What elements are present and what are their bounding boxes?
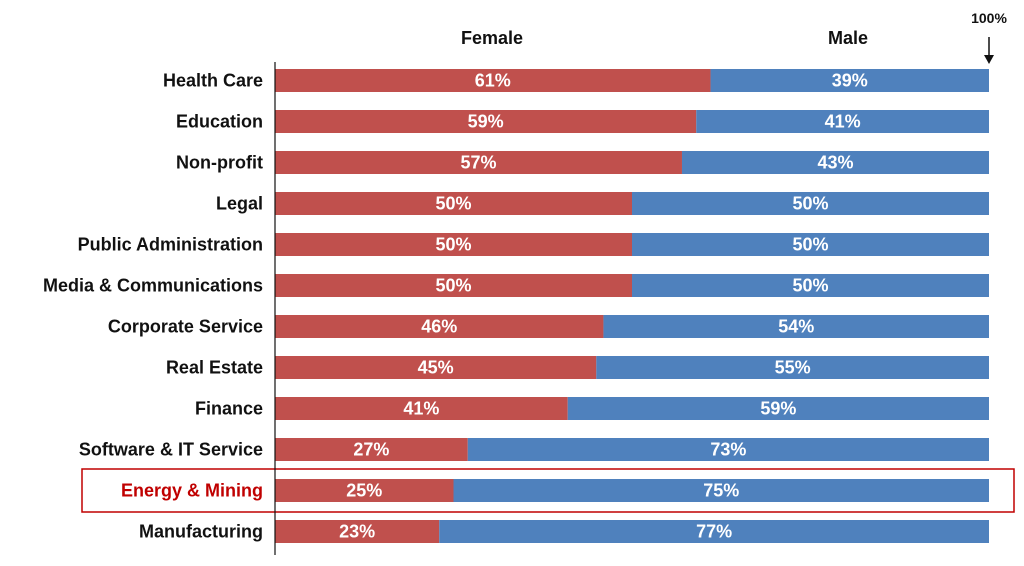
down-arrow-icon xyxy=(984,55,994,64)
data-label-male-health-care: 39% xyxy=(832,71,868,91)
bar-male-finance xyxy=(567,397,989,420)
hundred-percent-label: 100% xyxy=(971,10,1007,26)
bar-female-health-care xyxy=(275,69,711,92)
data-label-female-legal: 50% xyxy=(435,194,471,214)
category-label-health-care: Health Care xyxy=(163,71,263,91)
bar-male-non-profit xyxy=(681,151,989,174)
category-labels-group: Health Care Education Non-profit Legal Publi… xyxy=(43,71,263,542)
category-label-energy-and-mining: Energy & Mining xyxy=(121,481,263,501)
bar-female-non-profit xyxy=(275,151,682,174)
bar-female-finance xyxy=(275,397,568,420)
bar-male-education xyxy=(696,110,989,133)
data-label-male-public-administration: 50% xyxy=(792,235,828,255)
bar-female-manufacturing xyxy=(275,520,440,543)
category-label-real-estate: Real Estate xyxy=(166,358,263,378)
data-label-female-education: 59% xyxy=(468,112,504,132)
category-label-corporate-service: Corporate Service xyxy=(108,317,263,337)
category-label-legal: Legal xyxy=(216,194,263,214)
data-label-female-manufacturing: 23% xyxy=(339,522,375,542)
category-label-software-and-it-service: Software & IT Service xyxy=(79,440,263,460)
data-label-male-corporate-service: 54% xyxy=(778,317,814,337)
bar-male-real-estate xyxy=(596,356,989,379)
data-label-female-non-profit: 57% xyxy=(460,153,496,173)
bar-female-education xyxy=(275,110,697,133)
data-label-male-energy-and-mining: 75% xyxy=(703,481,739,501)
bar-male-public-administration xyxy=(632,233,989,256)
bars-group: 61% 39% 59% 41% 57% 43% 50% 50% 50% 50% 50% 50% 46% 5… xyxy=(275,69,990,543)
series-headers: Female Male xyxy=(461,28,868,48)
data-label-male-manufacturing: 77% xyxy=(696,522,732,542)
data-label-female-finance: 41% xyxy=(403,399,439,419)
category-label-non-profit: Non-profit xyxy=(176,153,263,173)
data-label-male-education: 41% xyxy=(825,112,861,132)
bar-female-legal xyxy=(275,192,632,215)
series-header-male: Male xyxy=(828,28,868,48)
data-label-male-non-profit: 43% xyxy=(817,153,853,173)
data-label-male-finance: 59% xyxy=(760,399,796,419)
bar-male-software-and-it-service xyxy=(467,438,989,461)
bar-male-media-and-communications xyxy=(632,274,989,297)
bar-male-health-care xyxy=(710,69,989,92)
bar-female-software-and-it-service xyxy=(275,438,468,461)
data-label-male-real-estate: 55% xyxy=(775,358,811,378)
data-label-female-real-estate: 45% xyxy=(418,358,454,378)
bar-female-real-estate xyxy=(275,356,597,379)
bar-female-energy-and-mining xyxy=(275,479,454,502)
bar-female-public-administration xyxy=(275,233,632,256)
series-header-female: Female xyxy=(461,28,523,48)
category-label-manufacturing: Manufacturing xyxy=(139,522,263,542)
highlight-box-group xyxy=(81,468,1015,513)
data-label-female-media-and-communications: 50% xyxy=(435,276,471,296)
bar-female-corporate-service xyxy=(275,315,604,338)
data-label-female-corporate-service: 46% xyxy=(421,317,457,337)
bar-female-media-and-communications xyxy=(275,274,632,297)
category-label-public-administration: Public Administration xyxy=(78,235,263,255)
data-label-female-health-care: 61% xyxy=(475,71,511,91)
data-label-male-software-and-it-service: 73% xyxy=(710,440,746,460)
category-label-education: Education xyxy=(176,112,263,132)
bar-male-corporate-service xyxy=(603,315,989,338)
category-label-finance: Finance xyxy=(195,399,263,419)
highlight-box xyxy=(81,468,1015,513)
data-label-male-legal: 50% xyxy=(792,194,828,214)
hundred-percent-marker: 100% xyxy=(971,10,1007,64)
bar-male-legal xyxy=(632,192,989,215)
data-label-male-media-and-communications: 50% xyxy=(792,276,828,296)
category-label-media-and-communications: Media & Communications xyxy=(43,276,263,296)
bar-male-energy-and-mining xyxy=(453,479,989,502)
bar-male-manufacturing xyxy=(439,520,990,543)
data-label-female-public-administration: 50% xyxy=(435,235,471,255)
data-label-female-software-and-it-service: 27% xyxy=(353,440,389,460)
data-label-female-energy-and-mining: 25% xyxy=(346,481,382,501)
